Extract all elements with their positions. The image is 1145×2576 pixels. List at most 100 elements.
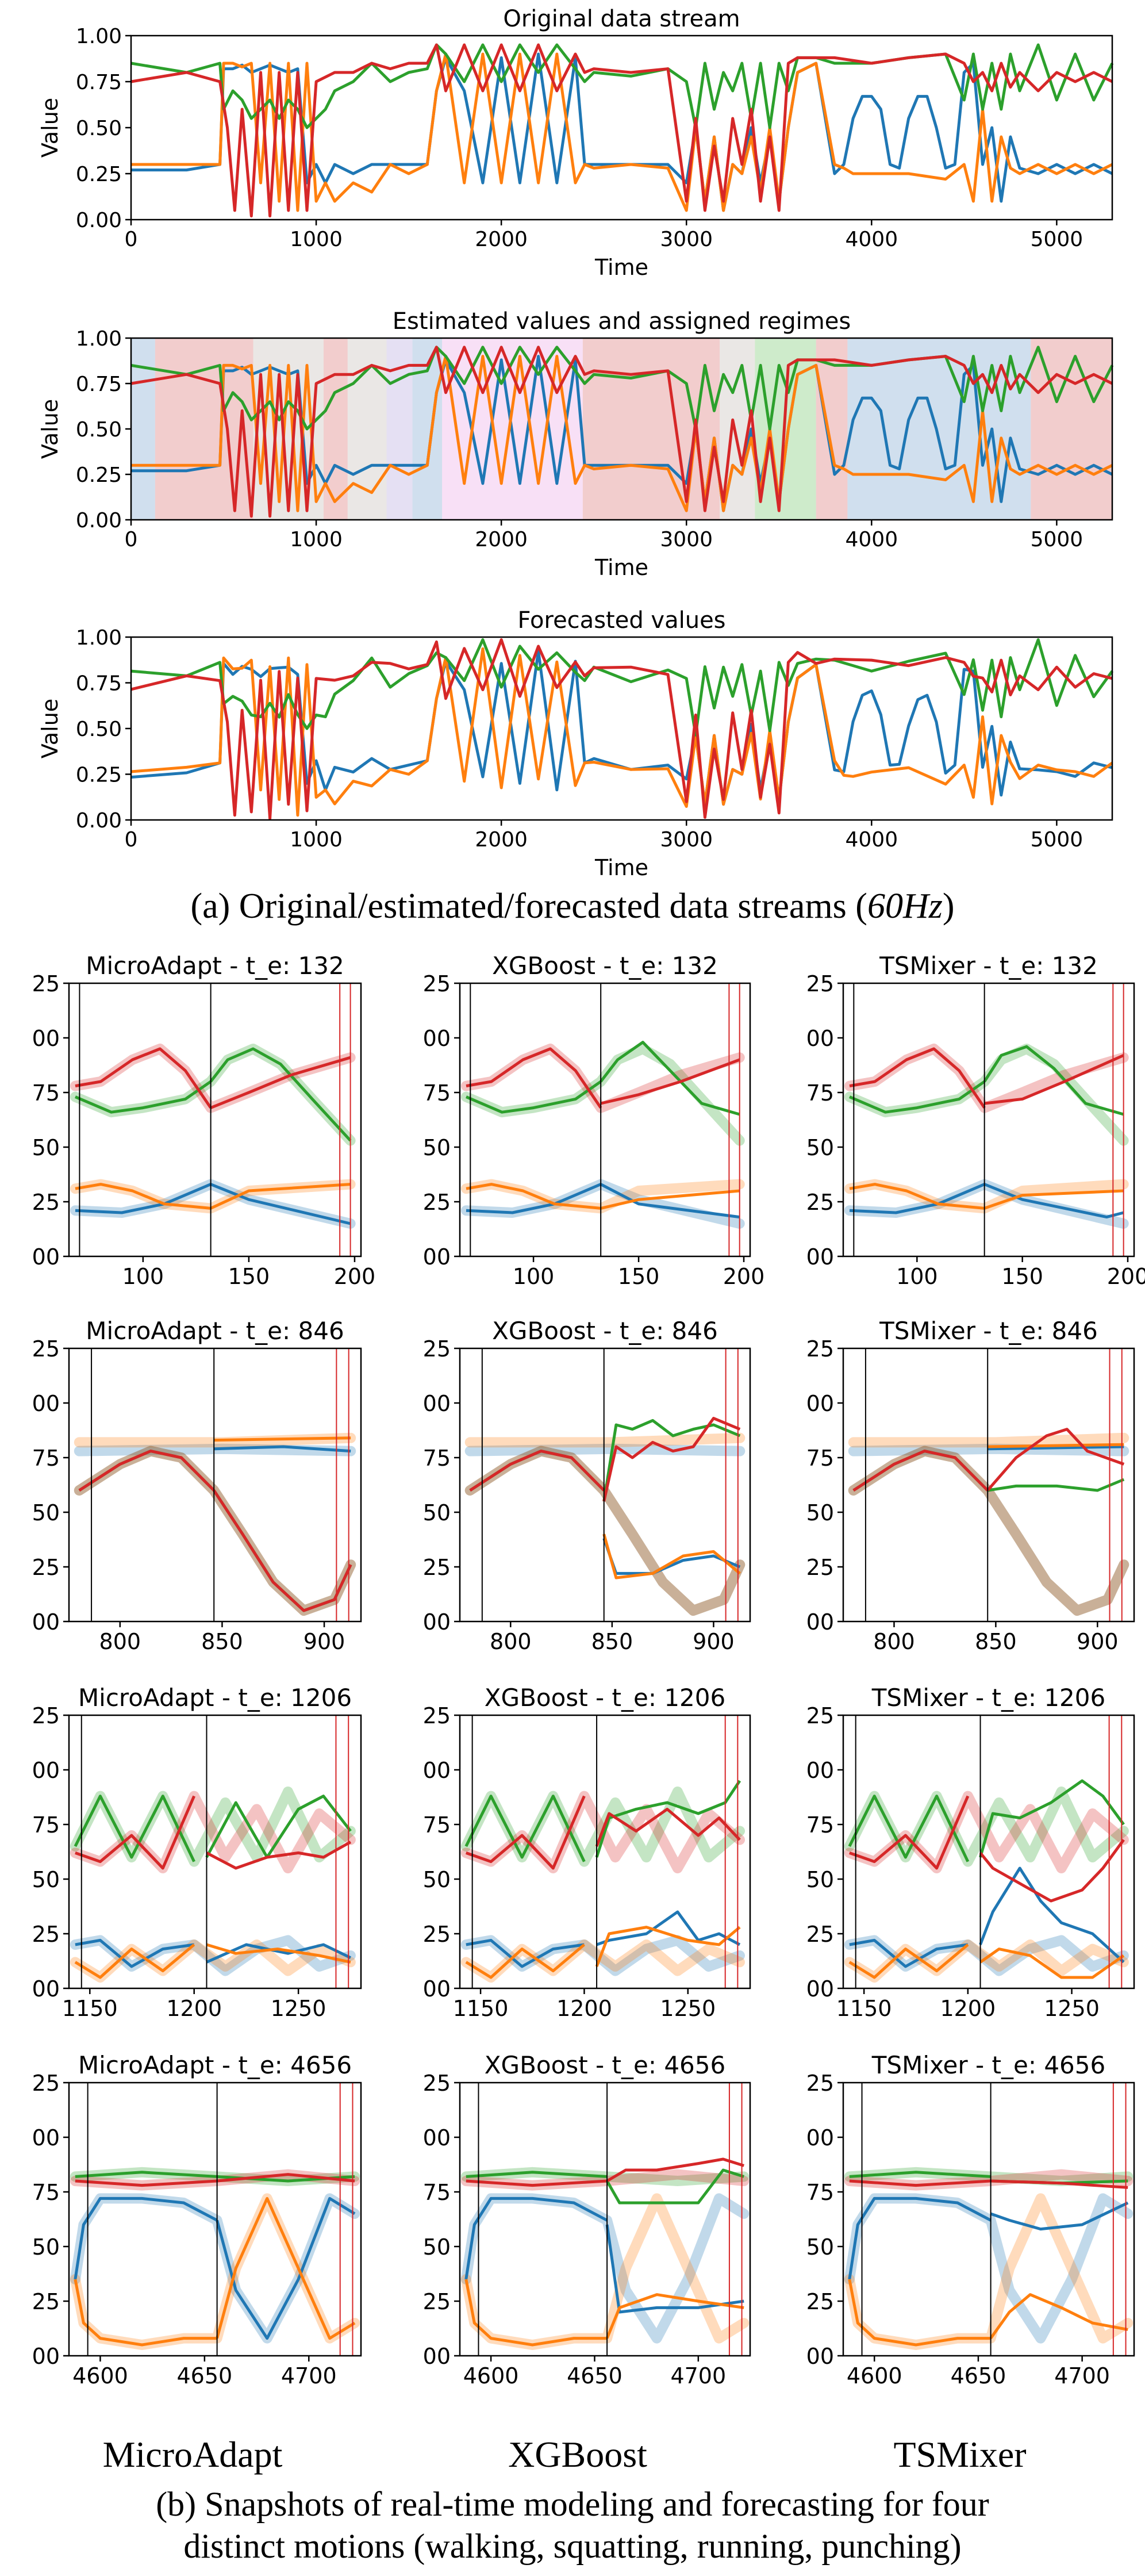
y-tick-label: 0.25	[76, 163, 122, 186]
snapshot-frame	[459, 2082, 751, 2357]
y-tick-label: 25	[806, 971, 834, 996]
actual-green-band	[461, 1044, 745, 1146]
forecast-red-line	[990, 2179, 1128, 2189]
x-tick-label: 900	[1077, 1629, 1119, 1654]
y-tick-label: 50	[423, 1500, 451, 1525]
x-tick-label: 3000	[660, 528, 713, 551]
forecast-red-line	[600, 1058, 740, 1105]
y-tick-label: 75	[806, 1812, 834, 1838]
x-tick-label: 800	[873, 1629, 915, 1654]
series-orange-line	[130, 647, 1113, 817]
x-tick-label: 2000	[475, 228, 528, 251]
regime-band	[816, 338, 848, 520]
forecast-green-line	[983, 1045, 1124, 1116]
y-axis-label: Value	[37, 699, 63, 758]
snapshot-frame	[459, 1714, 751, 1989]
forecast-green-line	[205, 1795, 352, 1859]
x-tick-label: 1150	[453, 1996, 509, 2021]
y-tick-label: 50	[32, 1135, 60, 1160]
x-tick-label: 0	[125, 228, 138, 251]
fitted-green-line	[849, 1080, 986, 1114]
fitted-blue-line	[849, 1183, 985, 1214]
x-tick-label: 4700	[670, 2363, 726, 2389]
snapshot-tsmixer-132: TSMixer - t_e: 132 100 150 200 00 25 50 75 00 25	[806, 952, 1145, 1289]
y-tick-label: 0.00	[76, 209, 122, 232]
snapshot-title: XGBoost - t_e: 1206	[485, 1684, 725, 1712]
y-axis-label: Value	[37, 399, 63, 459]
model-label-microadapt: MicroAdapt	[103, 2434, 283, 2475]
y-tick-label: 75	[32, 1080, 60, 1106]
y-tick-label: 00	[32, 1391, 60, 1416]
forecast-blue-line	[983, 1183, 1124, 1219]
y-tick-label: 50	[806, 2234, 834, 2260]
snapshot-microadapt-4656: MicroAdapt - t_e: 4656 4600 4650 4700 00 25 50…	[32, 2051, 362, 2389]
fitted-orange-line	[74, 2279, 217, 2347]
x-tick-label: 0	[125, 828, 138, 852]
caption-b-line2: distinct motions (walking, squatting, ru…	[183, 2527, 961, 2565]
y-tick-label: 00	[32, 2125, 60, 2150]
snapshot-microadapt-846: MicroAdapt - t_e: 846 800 850 900 00 25 50 75 00…	[32, 1317, 362, 1654]
y-tick-label: 00	[806, 1609, 834, 1635]
snapshot-tsmixer-4656: TSMixer - t_e: 4656 4600 4650 4700 00 25 50 75 0…	[806, 2051, 1135, 2389]
forecast-orange-line	[216, 2196, 356, 2340]
y-tick-label: 75	[806, 1446, 834, 1471]
fitted-green-line	[849, 2171, 991, 2178]
snapshot-microadapt-132: MicroAdapt - t_e: 132 100 150 200 00 25 50 75 00…	[32, 952, 376, 1289]
fitted-green-line	[466, 2171, 608, 2178]
fitted-green-line	[75, 1080, 212, 1114]
x-tick-label: 100	[513, 1264, 555, 1289]
snapshot-title: TSMixer - t_e: 846	[879, 1317, 1098, 1345]
x-tick-label: 200	[1107, 1264, 1145, 1289]
stream-chart-2: Estimated values and assigned regimes 0 10…	[37, 308, 1114, 580]
actual-red-band	[74, 1446, 356, 1616]
forecast-red-line	[213, 1489, 352, 1612]
forecast-orange-line	[214, 1436, 351, 1442]
fitted-red-line	[469, 1450, 605, 1492]
forecast-red-line	[979, 1839, 1125, 1903]
forecast-blue-line	[605, 2224, 744, 2314]
x-tick-label: 200	[723, 1264, 765, 1289]
x-tick-label: 200	[334, 1264, 376, 1289]
forecast-orange-line	[600, 1189, 740, 1210]
x-tick-label: 4700	[1054, 2363, 1110, 2389]
snapshot-title: XGBoost - t_e: 132	[492, 952, 718, 980]
x-tick-label: 4000	[845, 228, 898, 251]
y-tick-label: 00	[423, 1609, 451, 1635]
series-orange-line	[131, 52, 1113, 212]
snapshot-title: MicroAdapt - t_e: 132	[86, 952, 344, 980]
y-tick-label: 25	[423, 971, 451, 996]
fitted-red-line	[466, 2179, 608, 2187]
y-tick-label: 75	[32, 1812, 60, 1838]
fitted-green-line	[848, 1795, 970, 1862]
y-tick-label: 50	[32, 1867, 60, 1892]
chart-title: Estimated values and assigned regimes	[393, 308, 851, 335]
snapshot-frame	[842, 2082, 1135, 2357]
x-tick-label: 1000	[290, 828, 343, 852]
snapshot-frame	[68, 1714, 362, 1989]
x-tick-label: 1200	[940, 1996, 996, 2021]
x-tick-label: 850	[975, 1629, 1017, 1654]
actual-red-band	[464, 1446, 746, 1616]
series-green-line	[130, 638, 1114, 737]
fitted-green-line	[464, 1795, 586, 1862]
x-tick-label: 1150	[62, 1996, 118, 2021]
y-tick-label: 25	[423, 1703, 451, 1728]
forecast-blue-line	[600, 1183, 740, 1219]
x-tick-label: 5000	[1031, 528, 1083, 551]
y-tick-label: 1.00	[76, 25, 122, 48]
series-red-line	[130, 43, 1113, 218]
regime-band	[582, 338, 720, 520]
actual-green-band	[464, 1446, 746, 1616]
fitted-blue-line	[849, 1938, 969, 1968]
y-tick-label: 00	[806, 1026, 834, 1051]
y-tick-label: 25	[32, 1922, 60, 1947]
snapshot-xgboost-1206: XGBoost - t_e: 1206 1150 1200 1250 00 25 50 75 0…	[423, 1684, 751, 2021]
snapshot-grid: MicroAdapt - t_e: 132 100 150 200 00 25 50 75 00…	[32, 952, 1145, 2389]
y-tick-label: 75	[423, 2180, 451, 2205]
fitted-orange-line	[464, 2279, 608, 2347]
actual-green-band	[844, 1044, 1129, 1146]
fitted-red-line	[75, 1795, 195, 1870]
actual-red-band	[848, 1446, 1129, 1616]
x-tick-label: 1250	[271, 1996, 326, 2021]
y-tick-label: 50	[806, 1135, 834, 1160]
